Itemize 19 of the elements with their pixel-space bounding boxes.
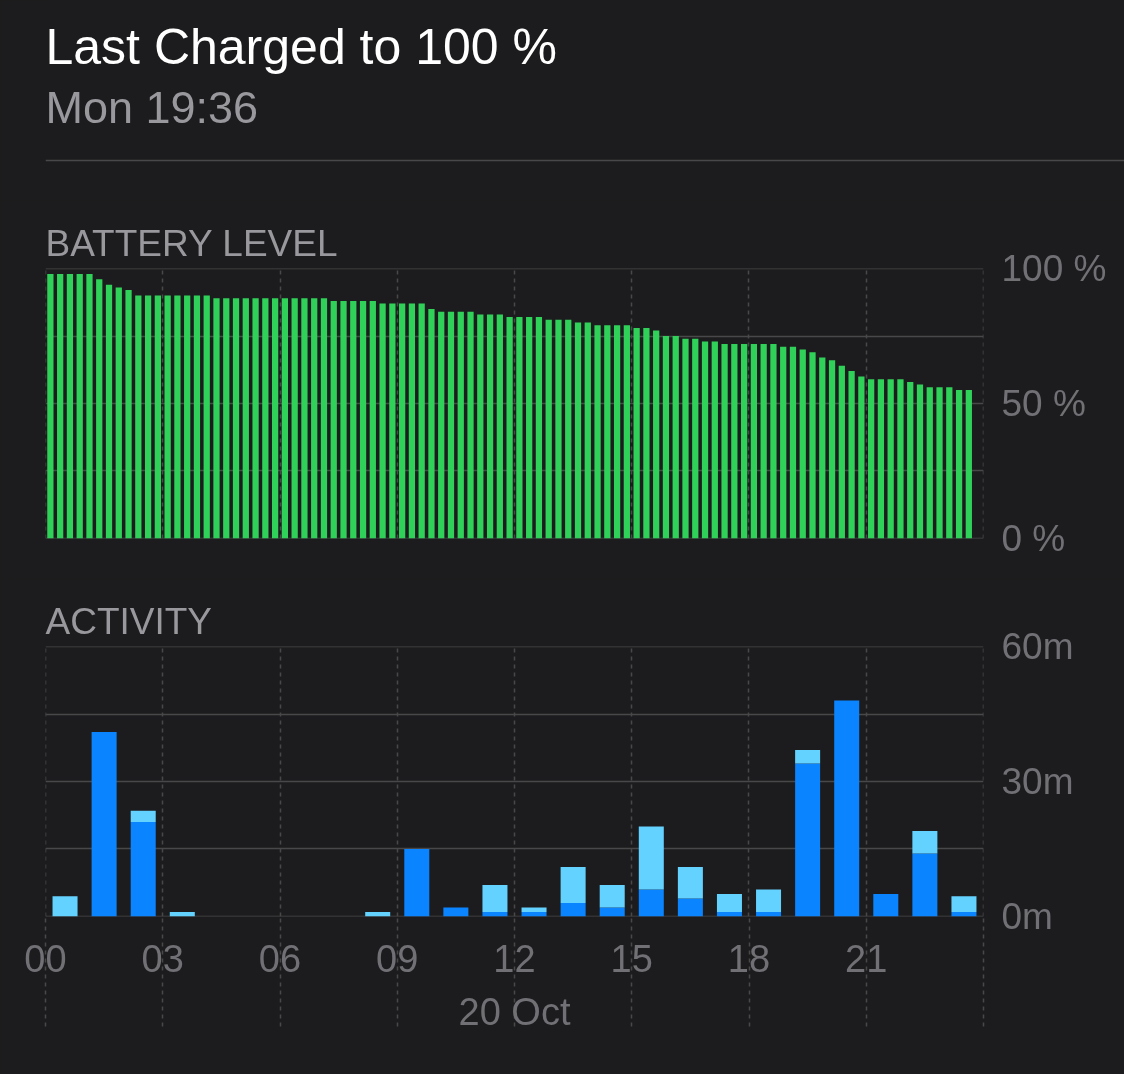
y-tick-label: 0m — [1001, 896, 1053, 937]
y-tick-label: 0 % — [1001, 518, 1066, 559]
x-tick-label: 15 — [610, 937, 653, 980]
y-tick-label: 30m — [1001, 761, 1074, 802]
x-tick-label: 03 — [141, 937, 184, 980]
x-tick-label: 09 — [376, 937, 419, 980]
x-tick-label: 21 — [845, 937, 888, 980]
x-tick-label: 18 — [727, 937, 771, 980]
text: Last Charged to 100 % — [45, 18, 557, 75]
y-tick-label: 100 % — [1001, 248, 1107, 289]
x-tick-label: 12 — [493, 937, 536, 980]
chart-title: BATTERY LEVEL — [45, 222, 338, 264]
chart-title: ACTIVITY — [45, 600, 213, 642]
y-tick-label: 60m — [1001, 626, 1074, 667]
y-tick-label: 50 % — [1001, 383, 1086, 424]
x-axis-title: 20 Oct — [458, 990, 571, 1033]
x-tick-label: 00 — [24, 937, 67, 980]
x-tick-label: 06 — [258, 937, 302, 980]
text: Mon 19:36 — [45, 82, 259, 133]
